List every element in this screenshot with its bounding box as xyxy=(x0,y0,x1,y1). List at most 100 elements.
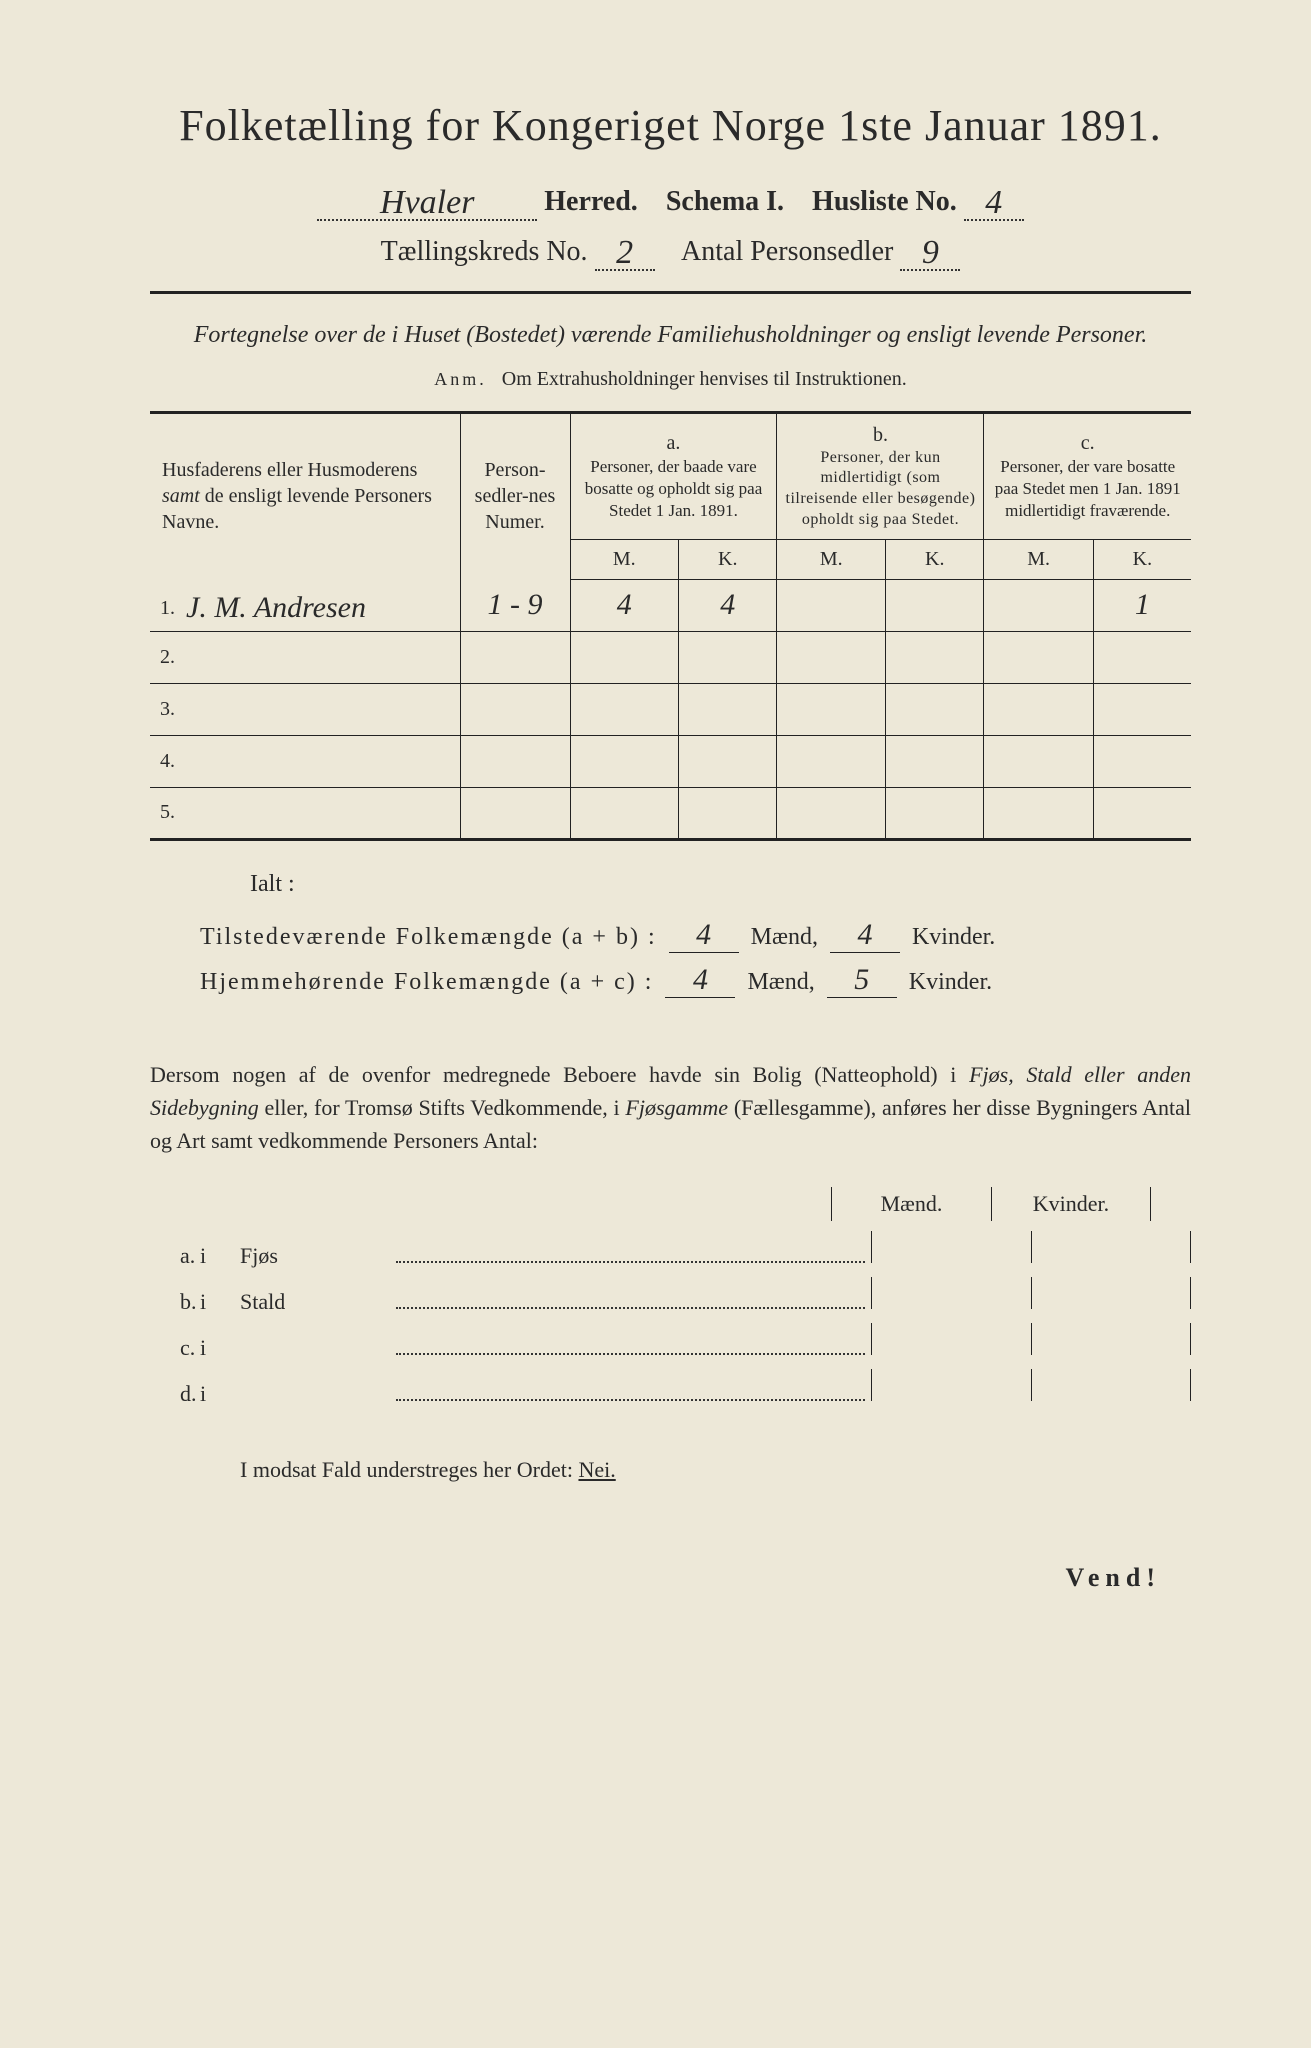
row-cM xyxy=(984,735,1093,787)
header-line-1: Hvaler Herred. Schema I. Husliste No. 4 xyxy=(150,181,1191,221)
row-cK xyxy=(1093,787,1191,839)
building-i: i xyxy=(200,1381,240,1407)
dotted-line xyxy=(396,1333,865,1355)
divider xyxy=(150,291,1191,294)
totals-resident: Hjemmehørende Folkemængde (a + c) : 4 Mæ… xyxy=(150,963,1191,998)
antal-label: Antal Personsedler xyxy=(681,236,893,267)
building-maend xyxy=(871,1231,1031,1263)
kvinder-label: Kvinder. xyxy=(912,924,995,950)
col-names: Husfaderens eller Husmoderens samt de en… xyxy=(150,412,460,579)
building-kvinder xyxy=(1031,1369,1191,1401)
building-letter: c. xyxy=(150,1335,200,1361)
row-name-cell: 5. xyxy=(150,787,460,839)
schema-label: Schema I. xyxy=(666,186,784,217)
mk-column-headers: Mænd. Kvinder. xyxy=(150,1187,1191,1221)
row-bK xyxy=(886,787,984,839)
buildings-list: a.iFjøsb.iStaldc.id.i xyxy=(150,1231,1191,1407)
col-b-text: Personer, der kun midlertidigt (som tilr… xyxy=(783,448,977,531)
building-kvinder xyxy=(1031,1231,1191,1263)
col-b: b. Personer, der kun midlertidigt (som t… xyxy=(777,412,984,539)
col-b-label: b. xyxy=(783,422,977,448)
row-aM xyxy=(570,631,679,683)
ialt-label: Ialt : xyxy=(250,871,1191,898)
row-bM xyxy=(777,579,886,631)
building-i: i xyxy=(200,1243,240,1269)
building-kvinder xyxy=(1031,1277,1191,1309)
herred-value: Hvaler xyxy=(380,184,474,222)
building-i: i xyxy=(200,1335,240,1361)
row-bM xyxy=(777,735,886,787)
herred-label: Herred. xyxy=(544,186,638,217)
totals-line2-label: Hjemmehørende Folkemængde (a + c) : xyxy=(200,969,653,995)
row-bK xyxy=(886,579,984,631)
row-name-cell: 3. xyxy=(150,683,460,735)
col-b-k: K. xyxy=(886,539,984,579)
maend-label2: Mænd, xyxy=(747,969,814,995)
row-aM xyxy=(570,735,679,787)
row-numer xyxy=(460,787,570,839)
totals-line2-m: 4 xyxy=(693,963,708,996)
header-line-2: Tællingskreds No. 2 Antal Personsedler 9 xyxy=(150,231,1191,271)
building-letter: a. xyxy=(150,1243,200,1269)
dotted-line xyxy=(396,1379,865,1401)
col-a-label: a. xyxy=(577,430,771,456)
building-letter: d. xyxy=(150,1381,200,1407)
row-cM xyxy=(984,787,1093,839)
dotted-line xyxy=(396,1287,865,1309)
totals-line1-k: 4 xyxy=(857,918,872,951)
row-bK xyxy=(886,683,984,735)
col-c: c. Personer, der vare bosatte paa Stedet… xyxy=(984,412,1191,539)
page-title: Folketælling for Kongeriget Norge 1ste J… xyxy=(150,100,1191,151)
kreds-value: 2 xyxy=(616,234,633,272)
col-numer: Person-sedler-nes Numer. xyxy=(460,412,570,579)
kreds-label: Tællingskreds No. xyxy=(381,236,588,267)
row-aM: 4 xyxy=(570,579,679,631)
building-maend xyxy=(871,1277,1031,1309)
kvinder-label2: Kvinder. xyxy=(909,969,992,995)
building-kvinder xyxy=(1031,1323,1191,1355)
row-numer: 1 - 9 xyxy=(460,579,570,631)
husliste-label: Husliste No. xyxy=(812,186,957,217)
col-c-k: K. xyxy=(1093,539,1191,579)
totals-line1-m: 4 xyxy=(696,918,711,951)
col-c-label: c. xyxy=(990,430,1185,456)
dotted-line xyxy=(396,1241,865,1263)
row-bM xyxy=(777,683,886,735)
row-bK xyxy=(886,631,984,683)
totals-line2-k: 5 xyxy=(854,963,869,996)
building-row: a.iFjøs xyxy=(150,1231,1191,1269)
husliste-value: 4 xyxy=(985,184,1002,222)
row-aK xyxy=(679,735,777,787)
building-row: c.i xyxy=(150,1323,1191,1361)
totals-present: Tilstedeværende Folkemængde (a + b) : 4 … xyxy=(150,918,1191,953)
row-cM xyxy=(984,579,1093,631)
census-table: Husfaderens eller Husmoderens samt de en… xyxy=(150,411,1191,841)
row-bK xyxy=(886,735,984,787)
census-form-page: Folketælling for Kongeriget Norge 1ste J… xyxy=(0,0,1311,2048)
building-letter: b. xyxy=(150,1289,200,1315)
building-maend xyxy=(871,1369,1031,1401)
anm-label: Anm. xyxy=(434,369,487,389)
row-cK xyxy=(1093,683,1191,735)
kvinder-col-header: Kvinder. xyxy=(991,1187,1151,1221)
row-aK xyxy=(679,631,777,683)
row-name-cell: 4. xyxy=(150,735,460,787)
building-name: Stald xyxy=(240,1289,390,1315)
row-aM xyxy=(570,787,679,839)
modsat-pre: I modsat Fald understreges her Ordet: xyxy=(240,1457,573,1482)
row-name-cell: 2. xyxy=(150,631,460,683)
row-numer xyxy=(460,735,570,787)
row-cK xyxy=(1093,631,1191,683)
table-row: 3. xyxy=(150,683,1191,735)
col-a-m: M. xyxy=(570,539,679,579)
row-numer xyxy=(460,683,570,735)
building-name: Fjøs xyxy=(240,1243,390,1269)
table-row: 5. xyxy=(150,787,1191,839)
row-aM xyxy=(570,683,679,735)
antal-value: 9 xyxy=(922,234,939,272)
building-maend xyxy=(871,1323,1031,1355)
row-aK xyxy=(679,683,777,735)
building-i: i xyxy=(200,1289,240,1315)
buildings-paragraph: Dersom nogen af de ovenfor medregnede Be… xyxy=(150,1058,1191,1157)
row-cK: 1 xyxy=(1093,579,1191,631)
